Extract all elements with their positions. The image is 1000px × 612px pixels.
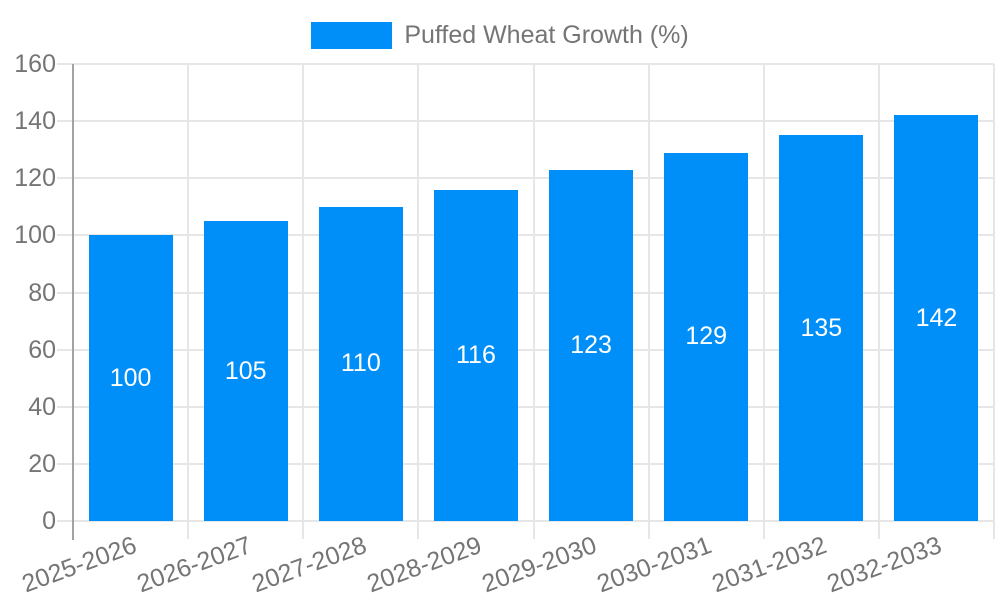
bar-2026-2027[interactable]: 105	[203, 221, 288, 521]
bar-2028-2029[interactable]: 116	[433, 189, 518, 521]
y-tick-label-80: 80	[28, 278, 56, 307]
gridline-y-40	[57, 405, 994, 408]
gridline-y-0	[57, 520, 994, 522]
gridline-y-100	[57, 234, 994, 237]
bar-2025-2026[interactable]: 100	[88, 235, 173, 521]
bar-2031-2032[interactable]: 135	[779, 135, 864, 521]
gridline-y-120	[57, 177, 994, 180]
y-tick-label-120: 120	[14, 164, 56, 193]
gridline-y-140	[57, 120, 994, 123]
bar-value-label: 105	[224, 356, 267, 385]
gridline-x-4	[532, 64, 535, 539]
legend-series-label: Puffed Wheat Growth (%)	[404, 21, 689, 49]
gridline-x-1	[187, 64, 190, 539]
gridline-x-6	[762, 64, 765, 539]
y-tick-label-0: 0	[42, 507, 56, 535]
gridline-y-20	[57, 462, 994, 465]
gridline-y-60	[57, 348, 994, 351]
bar-2027-2028[interactable]: 110	[318, 206, 403, 521]
gridline-x-7	[877, 64, 880, 539]
y-axis-line	[72, 64, 74, 540]
y-tick-label-40: 40	[28, 392, 56, 421]
bar-value-label: 142	[915, 303, 958, 332]
bar-value-label: 100	[109, 363, 152, 392]
bar-2029-2030[interactable]: 123	[549, 169, 634, 521]
legend-color-swatch	[311, 21, 393, 49]
bar-value-label: 129	[685, 322, 728, 351]
bar-value-label: 110	[340, 349, 381, 378]
bar-value-label: 135	[800, 313, 843, 342]
gridline-y-160	[57, 63, 994, 65]
y-tick-label-20: 20	[28, 449, 56, 478]
gridline-x-2	[302, 64, 305, 539]
x-axis-tick-labels: 2025-2026 2026-2027 2027-2028 2028-2029 2029…	[18, 531, 994, 600]
bar-value-label: 123	[570, 330, 612, 359]
bar-2032-2033[interactable]: 142	[894, 115, 979, 521]
gridline-x-8	[993, 64, 995, 539]
plot-area: 100 105 110 116 123 129 135 142	[57, 63, 995, 540]
gridline-x-5	[647, 64, 650, 539]
legend-item-puffed-wheat[interactable]: Puffed Wheat Growth (%)	[311, 20, 689, 50]
bar-2030-2031[interactable]: 129	[664, 152, 749, 521]
legend: Puffed Wheat Growth (%)	[0, 20, 1000, 50]
y-axis-tick-labels: 0 20 40 60 80 100 120 140 160	[0, 51, 56, 534]
y-tick-label-100: 100	[14, 221, 56, 250]
bar-value-label: 116	[456, 340, 496, 369]
y-tick-label-60: 60	[28, 335, 56, 364]
gridline-y-80	[57, 291, 994, 294]
gridline-x-3	[417, 64, 420, 539]
y-tick-label-160: 160	[14, 50, 56, 78]
y-tick-label-140: 140	[14, 107, 56, 136]
